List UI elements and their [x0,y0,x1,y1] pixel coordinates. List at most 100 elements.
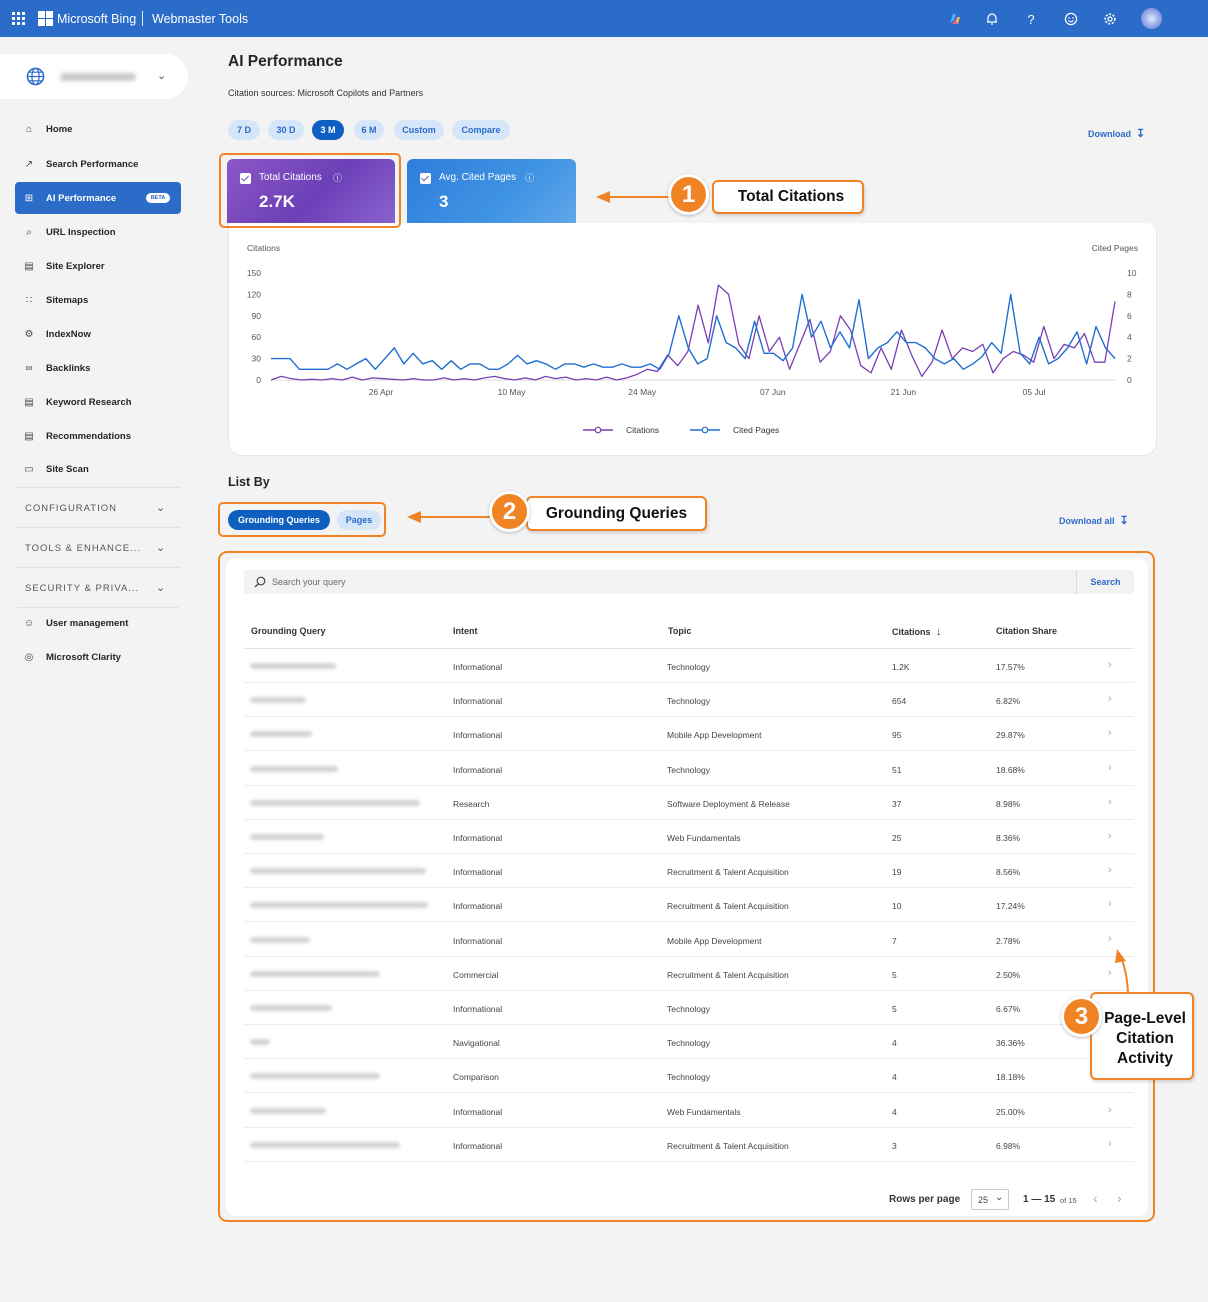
sidebar-section-1[interactable]: CONFIGURATION ⌄ [15,487,181,527]
segment-pages[interactable]: Pages [337,510,381,530]
prev-page-icon[interactable]: ‹ [1093,1190,1098,1206]
feedback-icon[interactable] [1061,9,1081,29]
sidebar-section-2[interactable]: TOOLS & ENHANCE... ⌄ [15,527,181,567]
query-redacted [250,663,336,669]
copilot-icon[interactable] [945,9,965,29]
table-row[interactable]: Informational Web Fundamentals 4 25.00% › [244,1094,1134,1128]
chevron-right-icon[interactable]: › [1108,659,1112,671]
chevron-right-icon[interactable]: › [1108,864,1112,877]
sidebar-item-keyword-research[interactable]: ▤ Keyword Research [15,386,181,418]
table-row[interactable]: Informational Recruitment & Talent Acquis… [244,888,1134,923]
table-row[interactable]: Research Software Deployment & Release 37 8… [244,786,1134,820]
table-row[interactable]: Informational Technology 1.2K 17.57% › [244,649,1134,683]
sidebar-item-ai-performance[interactable]: ⊞ AI Performance BETA [15,182,181,214]
column-header-citation-share[interactable]: Citation Share [996,626,1058,636]
x-tick-label: 24 May [628,387,657,397]
list-by-heading: List By [228,475,270,489]
download-all-link[interactable]: Download all ↧ [1059,514,1129,527]
annotation-page-level-citation-activity: Page-Level Citation Activity [1090,992,1194,1080]
range-pill-7-d[interactable]: 7 D [228,120,260,140]
citations-cell: 654 [892,696,907,707]
sort-desc-icon[interactable]: ↓ [936,626,942,638]
range-pill-3-m[interactable]: 3 M [312,120,344,140]
info-icon: ⓘ [333,173,343,183]
table-row[interactable]: Informational Mobile App Development 7 2.78… [244,923,1134,957]
sidebar-item-label: Site Explorer [46,260,105,272]
avatar[interactable] [1141,8,1162,29]
page-range: 1 — 15 [1023,1194,1056,1205]
next-page-icon[interactable]: › [1117,1190,1122,1206]
download-icon: ↧ [1119,515,1129,527]
rows-per-page-select[interactable]: 25 ⌄ [971,1189,1009,1210]
range-pill-custom[interactable]: Custom [394,120,444,140]
query-redacted [250,1005,332,1011]
download-link[interactable]: Download ↧ [1088,127,1145,140]
total-citations-checkbox[interactable] [240,173,251,184]
site-picker[interactable]: ⌄ [0,54,188,99]
sidebar-item-label: Site Scan [46,463,89,475]
query-redacted [250,936,310,943]
chevron-right-icon[interactable]: › [1108,932,1112,945]
sidebar-item-home[interactable]: ⌂ Home [15,113,181,145]
column-header-grounding-query[interactable]: Grounding Query [251,626,326,636]
legend-swatch-marker [594,426,602,434]
kpi-avg-cited-pages[interactable]: Avg. Cited Pages ⓘ 3 [407,159,576,223]
sidebar-item-site-scan[interactable]: ▭ Site Scan [15,453,181,485]
table-row[interactable]: Informational Web Fundamentals 25 8.36% › [244,820,1134,854]
search-button[interactable]: Search [1076,570,1134,594]
chevron-right-icon[interactable]: › [1108,761,1112,774]
product-name[interactable]: Webmaster Tools [152,12,249,26]
column-header-topic[interactable]: Topic [668,626,692,636]
topic-cell: Mobile App Development [667,730,762,741]
range-pill-6-m[interactable]: 6 M [354,120,384,140]
help-icon[interactable]: ? [1027,11,1035,27]
intent-cell: Informational [453,1004,503,1014]
avg-cited-pages-checkbox[interactable] [420,173,431,184]
brand-name[interactable]: Microsoft Bing [57,12,137,26]
sidebar-section-3[interactable]: SECURITY & PRIVA... ⌄ [15,567,181,607]
sidebar-item-indexnow[interactable]: ⚙ IndexNow [15,318,181,350]
range-pill-30-d[interactable]: 30 D [268,120,304,140]
sidebar-item-label: URL Inspection [46,226,116,238]
table-row[interactable]: Informational Technology 51 18.68% › [244,752,1134,786]
column-header-citations[interactable]: Citations ↓ [892,626,942,638]
x-tick-label: 07 Jun [760,387,786,397]
app-launcher-icon[interactable] [12,12,25,25]
table-row[interactable]: Informational Technology 654 6.82% › [244,683,1134,718]
bell-icon[interactable] [982,9,1002,29]
table-row[interactable]: Commercial Recruitment & Talent Acquisiti… [244,957,1134,991]
sidebar-item-microsoft-clarity[interactable]: ◎ Microsoft Clarity [15,641,181,673]
citations-cell: 5 [892,1004,897,1014]
range-pill-compare[interactable]: Compare [452,120,510,140]
gear-icon[interactable] [1100,9,1120,29]
highlight-list-by-tabs [218,502,386,537]
chevron-right-icon[interactable]: › [1108,1137,1112,1150]
sidebar-item-search-performance[interactable]: ↗ Search Performance [15,148,181,180]
chevron-right-icon[interactable]: › [1108,795,1112,808]
search-input[interactable]: Search your query [272,577,346,587]
sidebar-item-label: User management [46,618,129,629]
chevron-right-icon[interactable]: › [1108,830,1112,842]
sidebar-item-user-management[interactable]: ☺ User management [15,607,181,639]
sidebar-item-url-inspection[interactable]: ⌕ URL Inspection [15,216,181,248]
y-right-tick-label: 10 [1127,268,1137,278]
sidebar-item-sitemaps[interactable]: ∷ Sitemaps [15,284,181,316]
chevron-down-icon[interactable]: ⌄ [157,70,167,82]
topic-cell: Recruitment & Talent Acquisition [667,867,789,878]
sidebar-item-backlinks[interactable]: ∞ Backlinks [15,352,181,384]
table-row[interactable]: Informational Recruitment & Talent Acquis… [244,1128,1134,1162]
table-row[interactable]: Informational Recruitment & Talent Acquis… [244,854,1134,889]
column-header-intent[interactable]: Intent [453,626,478,636]
table-row[interactable]: Informational Mobile App Development 95 29.… [244,717,1134,752]
topic-cell: Software Deployment & Release [667,798,790,809]
sidebar-item-recommendations[interactable]: ▤ Recommendations [15,420,181,452]
kpi-total-citations[interactable]: Total Citations ⓘ 2.7K [227,159,395,223]
segment-grounding-queries[interactable]: Grounding Queries [228,510,330,530]
chevron-right-icon[interactable]: › [1108,727,1112,740]
chevron-right-icon[interactable]: › [1108,693,1112,706]
chevron-right-icon[interactable]: › [1108,898,1112,911]
sidebar-item-site-explorer[interactable]: ▤ Site Explorer [15,250,181,282]
chevron-right-icon[interactable]: › [1108,966,1112,979]
chevron-right-icon[interactable]: › [1108,1103,1112,1116]
y-tick-label: 90 [252,311,262,321]
